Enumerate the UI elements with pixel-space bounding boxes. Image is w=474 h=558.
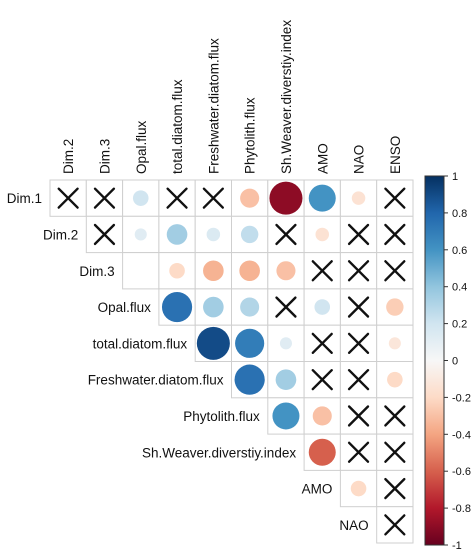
- column-label-nao: NAO: [352, 145, 367, 174]
- corr-circle-r2-c4: [203, 260, 224, 282]
- colorbar-tick-label: 0: [452, 356, 458, 368]
- cross-icon-r5-c8: [347, 369, 370, 391]
- cross-icon-r2-c8: [347, 260, 370, 282]
- corr-circle-r2-c6: [276, 261, 296, 281]
- column-label-freshwater-diatom-flux: Freshwater.diatom.flux: [206, 38, 221, 174]
- corr-circle-r5-c6: [275, 369, 297, 390]
- cross-icon-r5-c7: [311, 369, 333, 391]
- column-label-enso: ENSO: [388, 136, 403, 174]
- corr-circle-r5-c9: [387, 371, 403, 388]
- cross-icon-r2-c9: [384, 260, 406, 282]
- cross-icon-r1-c9: [384, 223, 406, 246]
- column-label-total-diatom-flux: total.diatom.flux: [170, 79, 185, 174]
- cross-icon-r0-c9: [384, 187, 406, 209]
- corr-circle-r1-c3: [166, 224, 188, 245]
- corr-circle-r8-c8: [350, 480, 367, 497]
- corr-circle-r5-c5: [234, 364, 265, 395]
- colorbar-tick-label: -0.4: [452, 429, 471, 441]
- corr-circle-r0-c5: [240, 188, 260, 208]
- row-label-dim-1: Dim.1: [7, 191, 42, 206]
- cross-icon-r0-c0: [57, 187, 79, 209]
- column-label-phytolith-flux: Phytolith.flux: [243, 97, 258, 174]
- row-label-freshwater-diatom-flux: Freshwater.diatom.flux: [88, 373, 224, 388]
- column-label-opal-flux: Opal.flux: [134, 120, 149, 174]
- row-label-dim-3: Dim.3: [79, 264, 114, 279]
- corr-circle-r0-c2: [132, 190, 149, 206]
- corr-circle-r3-c7: [314, 299, 331, 315]
- cross-icon-r0-c4: [202, 187, 224, 209]
- row-label-sh-weaver-diverstiy-index: Sh.Weaver.diverstiy.index: [142, 445, 296, 460]
- corr-circle-r3-c4: [203, 296, 224, 318]
- corr-circle-r7-c7: [308, 438, 336, 466]
- column-label-amo: AMO: [315, 143, 330, 174]
- cross-icon-r7-c9: [384, 441, 406, 463]
- column-label-sh-weaver-diverstiy-index: Sh.Weaver.diverstiy.index: [279, 20, 294, 174]
- corr-circle-r0-c7: [308, 184, 336, 212]
- corr-circle-r4-c5: [235, 328, 265, 358]
- cross-icon-r1-c8: [347, 223, 370, 246]
- cross-icon-r3-c8: [347, 296, 370, 318]
- corr-circle-r1-c5: [240, 225, 259, 244]
- cross-icon-r1-c1: [93, 223, 116, 246]
- colorbar-tick-label: 0.8: [452, 208, 467, 220]
- corr-circle-r3-c9: [386, 298, 404, 316]
- row-label-total-diatom-flux: total.diatom.flux: [93, 336, 188, 351]
- cross-icon-r7-c8: [347, 441, 370, 463]
- colorbar-tick-label: 0.6: [452, 245, 467, 257]
- column-labels: Dim.2 Dim.3 Opal.flux total.diatom.flux Fres…: [61, 20, 403, 174]
- colorbar-tick-label: 0.4: [452, 282, 467, 294]
- corr-circle-r4-c4: [196, 326, 230, 360]
- corr-circle-r3-c5: [240, 297, 260, 317]
- colorbar-tick-label: 1: [452, 171, 458, 183]
- row-label-opal-flux: Opal.flux: [98, 300, 152, 315]
- colorbar-tick-label: 0.2: [452, 319, 467, 331]
- cell-r0-c2: [122, 179, 160, 217]
- colorbar-tick-label: -1: [452, 540, 462, 552]
- cross-icon-r4-c7: [311, 332, 333, 354]
- column-label-dim-3: Dim.3: [97, 139, 112, 174]
- corr-circle-r4-c6: [279, 337, 292, 350]
- row-label-nao: NAO: [339, 518, 368, 533]
- cross-icon-r9-c9: [384, 514, 406, 536]
- cross-icon-r1-c6: [275, 223, 297, 246]
- cross-icon-r6-c8: [347, 405, 370, 427]
- corr-circle-r0-c8: [351, 191, 366, 205]
- row-label-phytolith-flux: Phytolith.flux: [183, 409, 260, 424]
- row-label-dim-2: Dim.2: [43, 227, 78, 242]
- corr-circle-r3-c3: [161, 291, 193, 323]
- colorbar-tick-label: -0.8: [452, 503, 471, 515]
- corr-circle-r2-c5: [239, 260, 260, 282]
- cell-r2-c2: [122, 252, 160, 290]
- corr-circle-r0-c6: [269, 181, 303, 215]
- colorbar-tick-label: -0.2: [452, 392, 471, 404]
- matrix-cells: [49, 179, 414, 544]
- corr-circle-r2-c3: [169, 262, 185, 279]
- corr-circle-r1-c7: [315, 227, 329, 242]
- corr-circle-r1-c2: [134, 228, 147, 241]
- colorbar-ticks: 1 0.8 0.6 0.4 0.2 0 -0.2 -0.4 -0.6 -0.8 -1: [444, 171, 471, 552]
- cross-icon-r3-c6: [275, 296, 297, 318]
- corr-circle-r4-c9: [388, 337, 401, 350]
- corr-circle-r1-c4: [206, 227, 221, 242]
- cross-icon-r0-c3: [166, 187, 188, 209]
- corr-circle-r6-c6: [272, 402, 300, 430]
- cross-icon-r2-c7: [311, 260, 333, 282]
- column-label-dim-2: Dim.2: [61, 139, 76, 174]
- colorbar-gradient: [424, 175, 445, 546]
- row-label-amo: AMO: [302, 482, 333, 497]
- corr-circle-r6-c7: [312, 406, 332, 426]
- cross-icon-r4-c8: [347, 332, 370, 354]
- colorbar-tick-label: -0.6: [452, 466, 471, 478]
- cross-icon-r6-c9: [384, 405, 406, 427]
- colorbar: 1 0.8 0.6 0.4 0.2 0 -0.2 -0.4 -0.6 -0.8 -1: [424, 171, 471, 552]
- cross-icon-r8-c9: [384, 477, 406, 500]
- cross-icon-r0-c1: [93, 187, 116, 209]
- row-labels: Dim.1 Dim.2 Dim.3 Opal.flux total.diatom.flu…: [7, 191, 369, 533]
